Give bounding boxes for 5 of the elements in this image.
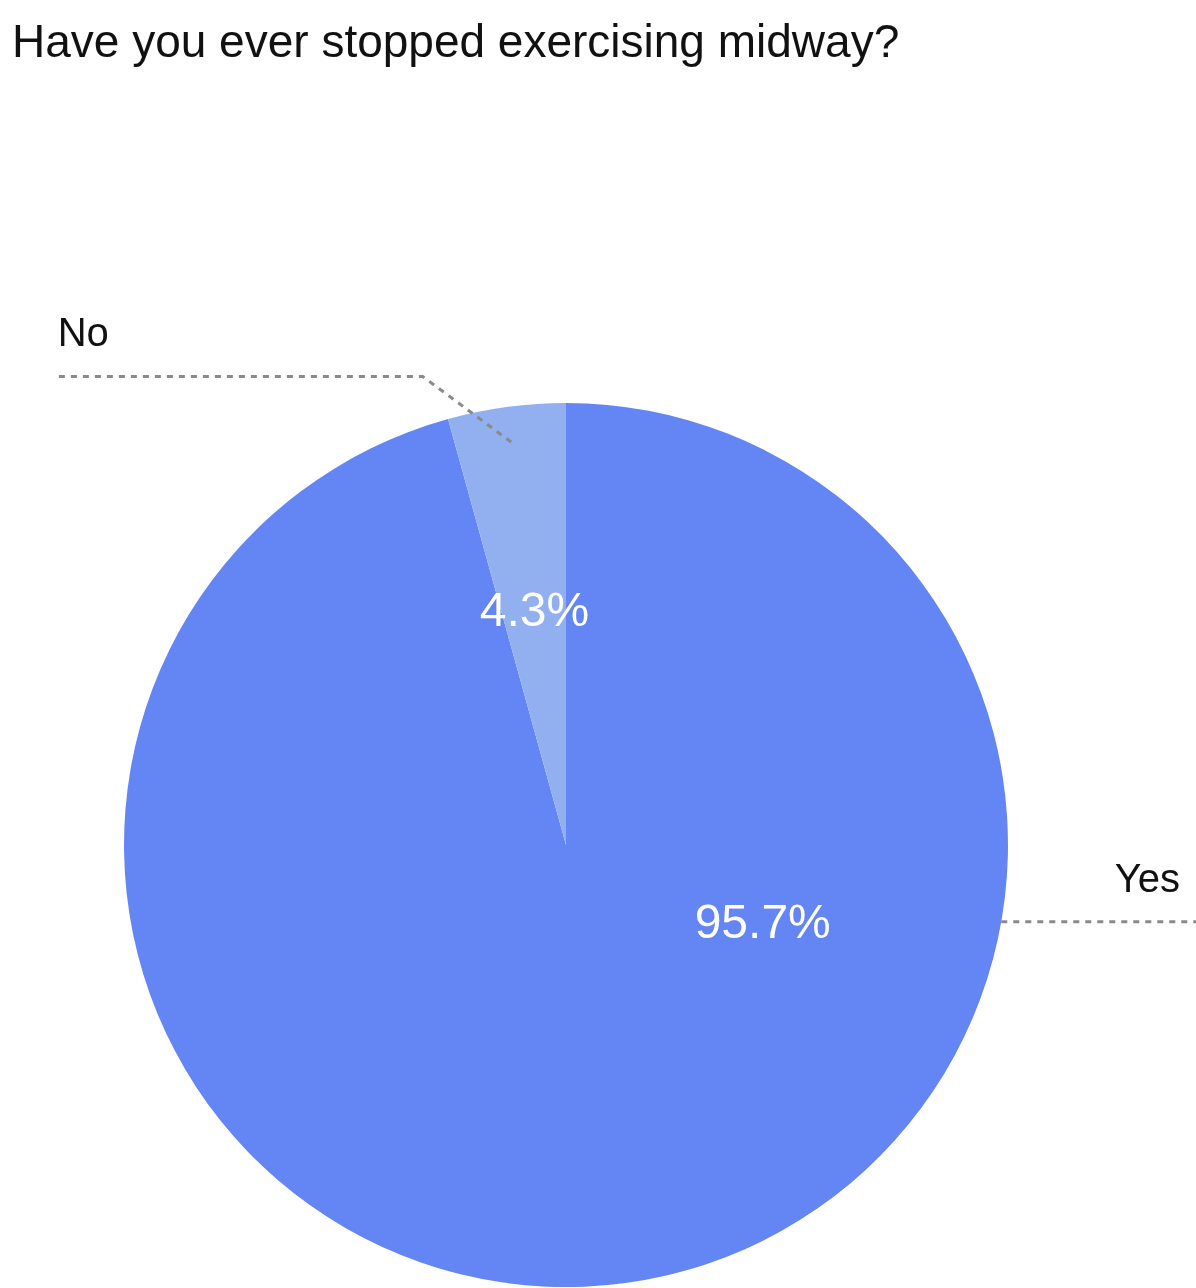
data-label: 95.7% bbox=[694, 894, 831, 948]
data-label: 4.3% bbox=[479, 583, 590, 637]
slice-label: No bbox=[57, 310, 109, 355]
chart-title: Have you ever stopped exercising midway? bbox=[12, 14, 900, 68]
slice-label: Yes bbox=[1114, 855, 1180, 900]
